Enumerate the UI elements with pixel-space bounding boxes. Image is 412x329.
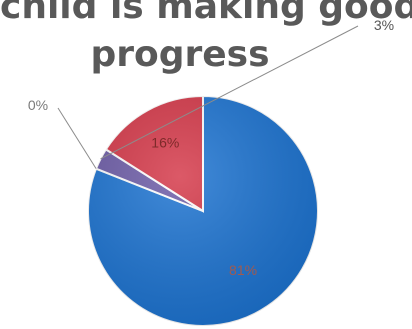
leader-line: [100, 25, 359, 160]
data-label: 81%: [229, 262, 257, 278]
pie-slices: [87, 94, 319, 327]
data-label: 16%: [151, 134, 179, 150]
data-label: 3%: [374, 17, 394, 33]
chart-title-line-1: child is making good: [0, 0, 412, 27]
chart-title-line-2: progress: [90, 34, 270, 75]
data-labels: 81% 0% 3% 16%: [28, 17, 394, 278]
leader-line: [57, 107, 97, 169]
data-label: 0%: [28, 97, 48, 113]
leader-lines: [57, 25, 359, 169]
